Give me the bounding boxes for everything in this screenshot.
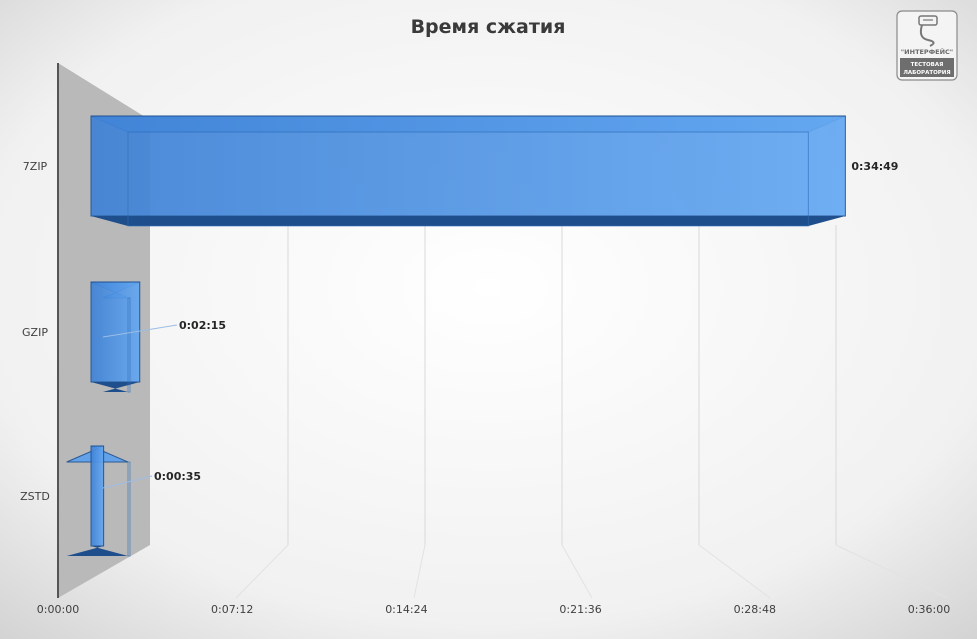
gridlines bbox=[235, 225, 949, 599]
bar-inner-edge bbox=[127, 461, 131, 557]
logo-line3: ЛАБОРАТОРИЯ bbox=[903, 70, 950, 76]
logo-line2: ТЕСТОВАЯ bbox=[911, 62, 944, 68]
category-label: ZSTD bbox=[20, 490, 50, 503]
bar bbox=[90, 115, 846, 217]
logo-line1: "ИНТЕРФЕЙС" bbox=[901, 47, 953, 56]
x-tick-label: 0:28:48 bbox=[734, 603, 776, 616]
bar-group bbox=[90, 115, 846, 227]
data-label: 0:02:15 bbox=[179, 319, 226, 332]
x-tick-label: 0:36:00 bbox=[908, 603, 950, 616]
bar bbox=[90, 445, 105, 547]
x-tick-label: 0:00:00 bbox=[37, 603, 79, 616]
bar-bottom-face bbox=[66, 546, 128, 556]
data-label: 0:00:35 bbox=[154, 470, 201, 483]
floor-gridline bbox=[235, 544, 289, 599]
floor-gridline bbox=[413, 544, 426, 599]
logo-banner bbox=[900, 58, 954, 77]
data-label: 0:34:49 bbox=[851, 160, 898, 173]
data-label-leader bbox=[102, 324, 178, 338]
bar-group bbox=[66, 445, 131, 557]
floor-gridline bbox=[835, 544, 949, 599]
category-label: GZIP bbox=[22, 326, 48, 339]
x-tick-label: 0:07:12 bbox=[211, 603, 253, 616]
data-label-leader bbox=[102, 475, 153, 489]
category-label: 7ZIP bbox=[23, 160, 48, 173]
bar-bottom-face bbox=[91, 216, 846, 226]
bar-inner-edge bbox=[127, 297, 131, 393]
logo-emblem-icon bbox=[918, 15, 938, 47]
x-tick-label: 0:14:24 bbox=[385, 603, 427, 616]
chart-title: Время сжатия bbox=[411, 16, 566, 38]
logo: "ИНТЕРФЕЙС" ТЕСТОВАЯ ЛАБОРАТОРИЯ bbox=[896, 10, 958, 81]
bar-inner-edge bbox=[127, 131, 809, 227]
floor-gridline bbox=[561, 544, 593, 599]
labels: 0:00:00 0:07:12 0:14:24 0:21:36 0:28:48 0:36:… bbox=[20, 160, 950, 616]
bar-group bbox=[90, 281, 141, 393]
x-tick-label: 0:21:36 bbox=[559, 603, 601, 616]
floor-gridline bbox=[698, 544, 771, 599]
bars bbox=[66, 115, 846, 557]
